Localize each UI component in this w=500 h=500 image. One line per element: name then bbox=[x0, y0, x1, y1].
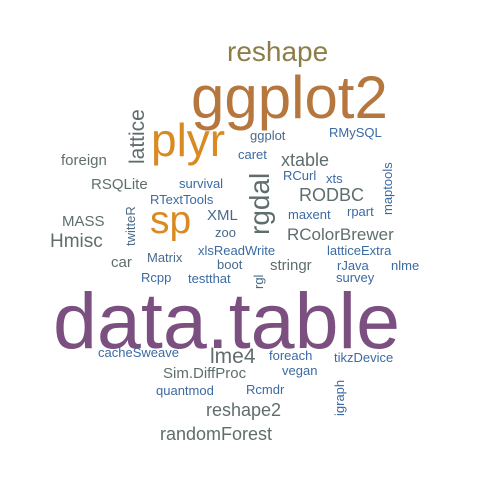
word-RMySQL: RMySQL bbox=[329, 125, 382, 140]
word-maptools: maptools bbox=[380, 162, 395, 215]
word-tikzDevice: tikzDevice bbox=[334, 350, 394, 365]
word-XML: XML bbox=[207, 207, 238, 224]
word-RSQLite: RSQLite bbox=[91, 176, 148, 193]
word-Matrix: Matrix bbox=[147, 250, 183, 265]
word-Hmisc: Hmisc bbox=[50, 231, 103, 252]
word-reshape: reshape bbox=[227, 36, 329, 67]
word-foreign: foreign bbox=[61, 152, 107, 169]
word-RCurl: RCurl bbox=[283, 168, 317, 183]
word-Sim-DiffProc: Sim.DiffProc bbox=[163, 365, 247, 382]
word-RColorBrewer: RColorBrewer bbox=[287, 225, 394, 244]
word-lattice: lattice bbox=[126, 109, 149, 164]
word-ggplot2: ggplot2 bbox=[191, 64, 388, 131]
word-MASS: MASS bbox=[62, 213, 105, 230]
word-xlsReadWrite: xlsReadWrite bbox=[198, 243, 276, 258]
word-data-table: data.table bbox=[53, 276, 401, 365]
word-boot: boot bbox=[217, 257, 243, 272]
word-Rcmdr: Rcmdr bbox=[246, 382, 285, 397]
word-RODBC: RODBC bbox=[299, 185, 365, 205]
word-rgdal: rgdal bbox=[244, 172, 275, 235]
word-RTextTools: RTextTools bbox=[150, 192, 214, 207]
word-xts: xts bbox=[326, 171, 343, 186]
word-Rcpp: Rcpp bbox=[141, 270, 172, 285]
word-latticeExtra: latticeExtra bbox=[327, 243, 392, 258]
word-survival: survival bbox=[179, 176, 224, 191]
word-caret: caret bbox=[238, 147, 267, 162]
word-cacheSweave: cacheSweave bbox=[98, 345, 179, 360]
word-twitteR: twitteR bbox=[123, 206, 138, 246]
word-rJava: rJava bbox=[337, 258, 369, 273]
word-nlme: nlme bbox=[391, 258, 420, 273]
word-igraph: igraph bbox=[332, 379, 347, 416]
word-plyr: plyr bbox=[151, 114, 226, 166]
word-randomForest: randomForest bbox=[160, 424, 273, 444]
word-quantmod: quantmod bbox=[156, 383, 214, 398]
word-maxent: maxent bbox=[288, 207, 331, 222]
word-lme4: lme4 bbox=[210, 345, 256, 368]
word-stringr: stringr bbox=[270, 257, 312, 274]
word-survey: survey bbox=[336, 270, 375, 285]
word-rgl: rgl bbox=[251, 274, 266, 289]
word-foreach: foreach bbox=[269, 348, 313, 363]
word-zoo: zoo bbox=[215, 225, 236, 240]
word-xtable: xtable bbox=[281, 150, 330, 170]
word-reshape2: reshape2 bbox=[206, 400, 282, 420]
word-car: car bbox=[111, 254, 132, 271]
word-testthat: testthat bbox=[188, 271, 231, 286]
word-rpart: rpart bbox=[347, 204, 374, 219]
word-vegan: vegan bbox=[282, 363, 318, 378]
word-sp: sp bbox=[150, 199, 192, 242]
word-ggplot: ggplot bbox=[250, 128, 286, 143]
